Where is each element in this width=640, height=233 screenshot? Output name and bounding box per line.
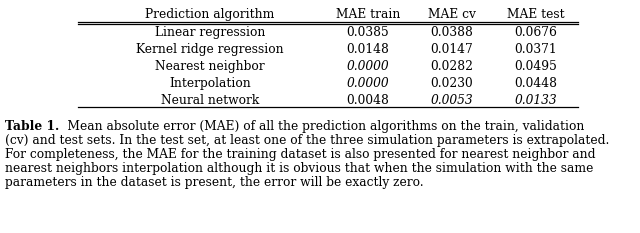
Text: MAE cv: MAE cv: [428, 8, 476, 21]
Text: 0.0448: 0.0448: [515, 77, 557, 90]
Text: 0.0133: 0.0133: [515, 94, 557, 107]
Text: Kernel ridge regression: Kernel ridge regression: [136, 43, 284, 56]
Text: 0.0000: 0.0000: [347, 77, 389, 90]
Text: Neural network: Neural network: [161, 94, 259, 107]
Text: Nearest neighbor: Nearest neighbor: [155, 60, 265, 73]
Text: 0.0495: 0.0495: [515, 60, 557, 73]
Text: 0.0048: 0.0048: [347, 94, 389, 107]
Text: 0.0676: 0.0676: [515, 26, 557, 39]
Text: nearest neighbors interpolation although it is obvious that when the simulation : nearest neighbors interpolation although…: [5, 162, 593, 175]
Text: 0.0388: 0.0388: [431, 26, 474, 39]
Text: Interpolation: Interpolation: [169, 77, 251, 90]
Text: 0.0148: 0.0148: [347, 43, 389, 56]
Text: 0.0000: 0.0000: [347, 60, 389, 73]
Text: Linear regression: Linear regression: [155, 26, 265, 39]
Text: MAE test: MAE test: [507, 8, 565, 21]
Text: (cv) and test sets. In the test set, at least one of the three simulation parame: (cv) and test sets. In the test set, at …: [5, 134, 609, 147]
Text: 0.0371: 0.0371: [515, 43, 557, 56]
Text: Table 1.: Table 1.: [5, 120, 60, 133]
Text: 0.0230: 0.0230: [431, 77, 474, 90]
Text: For completeness, the MAE for the training dataset is also presented for nearest: For completeness, the MAE for the traini…: [5, 148, 595, 161]
Text: MAE train: MAE train: [336, 8, 400, 21]
Text: 0.0282: 0.0282: [431, 60, 474, 73]
Text: Mean absolute error (MAE) of all the prediction algorithms on the train, validat: Mean absolute error (MAE) of all the pre…: [52, 120, 584, 133]
Text: 0.0147: 0.0147: [431, 43, 474, 56]
Text: 0.0053: 0.0053: [431, 94, 474, 107]
Text: parameters in the dataset is present, the error will be exactly zero.: parameters in the dataset is present, th…: [5, 176, 424, 189]
Text: Prediction algorithm: Prediction algorithm: [145, 8, 275, 21]
Text: 0.0385: 0.0385: [347, 26, 389, 39]
